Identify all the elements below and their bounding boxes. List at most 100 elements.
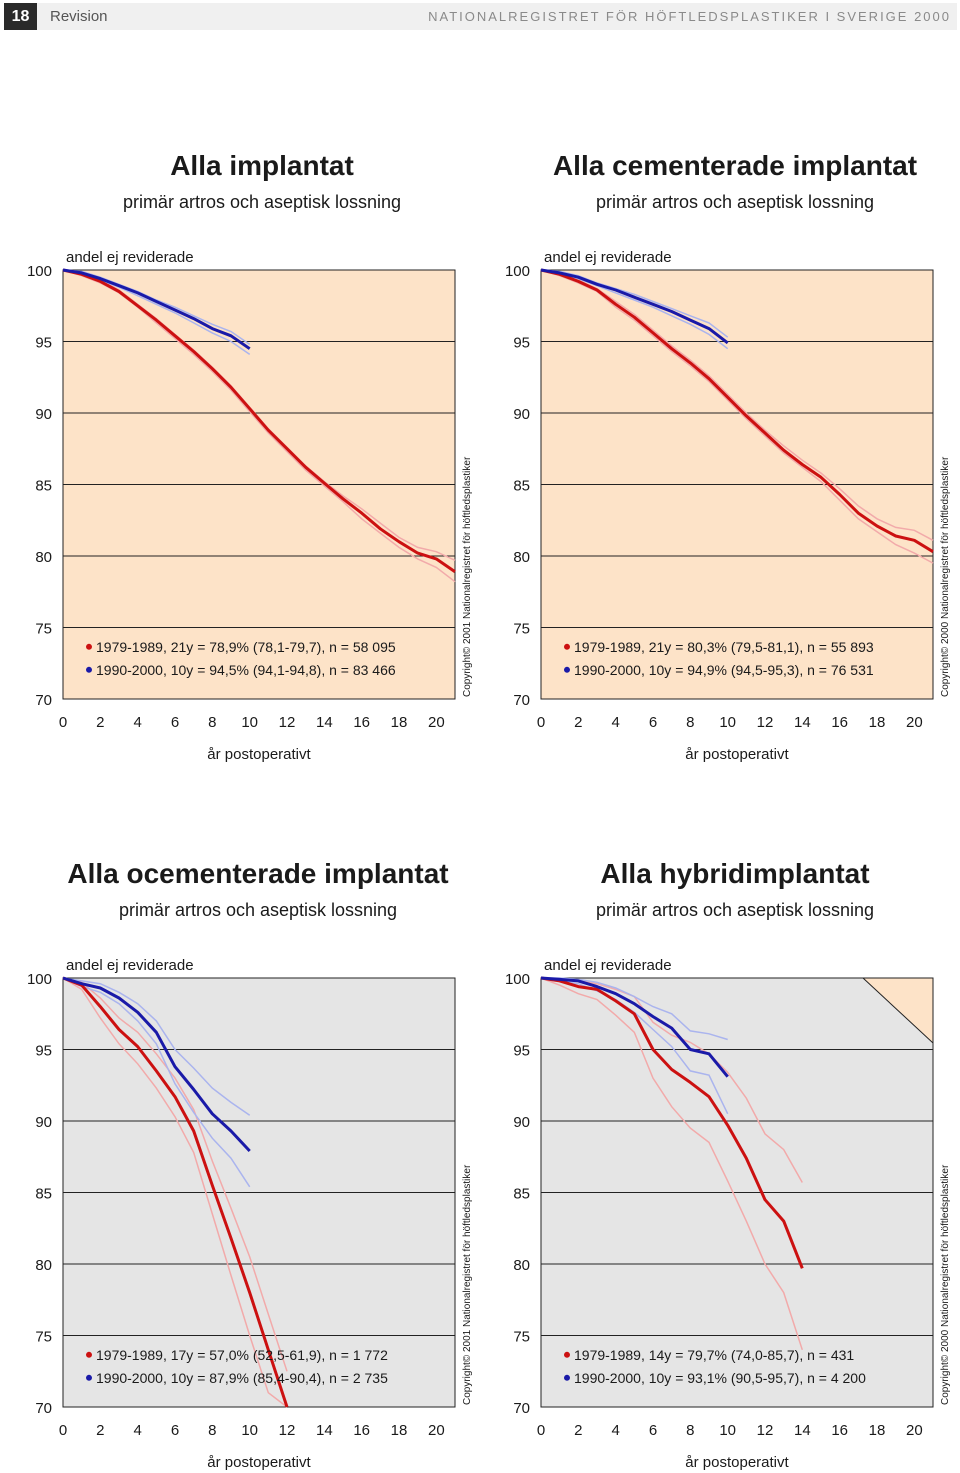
x-tick-label: 8: [208, 714, 216, 731]
x-axis-label: år postoperativt: [207, 746, 311, 763]
y-tick-label: 75: [513, 1329, 530, 1346]
x-tick-label: 18: [869, 714, 886, 731]
x-tick-label: 10: [719, 714, 736, 731]
y-tick-label: 100: [27, 971, 52, 988]
legend-marker: [86, 1351, 92, 1358]
y-tick-label: 70: [35, 1400, 52, 1417]
red-ci-upper-line: [62, 977, 288, 1372]
blue-series-line: [540, 976, 729, 1078]
legend-marker: [564, 1374, 570, 1381]
y-tick-label: 100: [505, 971, 530, 988]
red-series-line: [62, 268, 456, 573]
y-tick-label: 90: [513, 1114, 530, 1131]
legend-entry: 1990-2000, 10y = 94,5% (94,1-94,8), n = …: [96, 662, 396, 678]
chart-title: Alla cementerade implantat: [552, 150, 918, 181]
y-axis-label: andel ej reviderade: [544, 957, 672, 974]
y-tick-label: 70: [513, 692, 530, 709]
red-ci-lower-line: [540, 977, 804, 1351]
page-number: 18: [4, 3, 37, 30]
red-ci-lower-line: [540, 269, 934, 564]
y-tick-label: 85: [513, 1186, 530, 1203]
legend-entry: 1990-2000, 10y = 87,9% (85,4-90,4), n = …: [96, 1370, 388, 1386]
legend-entry: 1990-2000, 10y = 94,9% (94,5-95,3), n = …: [574, 662, 874, 678]
x-tick-label: 16: [353, 1422, 370, 1439]
y-tick-label: 80: [513, 1257, 530, 1274]
legend-marker: [564, 1351, 570, 1358]
y-tick-label: 75: [35, 1329, 52, 1346]
y-tick-label: 75: [513, 621, 530, 638]
y-tick-label: 95: [513, 1043, 530, 1060]
chart-subtitle: primär artros och aseptisk lossning: [122, 192, 402, 212]
chart-subtitle: primär artros och aseptisk lossning: [118, 900, 398, 920]
x-tick-label: 0: [537, 714, 545, 731]
y-tick-label: 70: [513, 1400, 530, 1417]
x-tick-label: 2: [96, 714, 104, 731]
red-series-line: [540, 268, 934, 553]
x-tick-label: 14: [794, 714, 811, 731]
x-tick-label: 18: [391, 714, 408, 731]
copyright-note: Copyright© 2000 Nationalregistret för hö…: [940, 1164, 951, 1405]
y-tick-label: 70: [35, 692, 52, 709]
x-tick-label: 8: [686, 714, 694, 731]
x-tick-label: 20: [428, 714, 445, 731]
x-tick-label: 4: [133, 714, 141, 731]
copyright-note: Copyright© 2001 Nationalregistret för hö…: [462, 456, 473, 697]
legend-entry: 1979-1989, 14y = 79,7% (74,0-85,7), n = …: [574, 1347, 854, 1363]
blue-ci-lower-line: [62, 977, 251, 1188]
x-tick-label: 10: [241, 714, 258, 731]
blue-series-line: [540, 268, 729, 345]
legend-marker: [86, 1374, 92, 1381]
x-tick-label: 6: [649, 1422, 657, 1439]
survival-chart-cemented: 70 75 80 85 90 95 100 0 2 4 6 8 10 12 14 16 18 20 andel ej…: [505, 249, 951, 763]
y-tick-label: 95: [35, 335, 52, 352]
x-tick-label: 2: [96, 1422, 104, 1439]
y-tick-label: 85: [513, 478, 530, 495]
chart-title: Alla implantat: [170, 150, 354, 181]
x-axis-label: år postoperativt: [207, 1454, 311, 1471]
x-tick-label: 0: [59, 714, 67, 731]
x-tick-label: 2: [574, 714, 582, 731]
y-tick-label: 90: [35, 1114, 52, 1131]
y-tick-label: 95: [513, 335, 530, 352]
blue-ci-upper-line: [62, 977, 251, 1116]
section-label: Revision: [50, 8, 108, 25]
blue-series-line: [62, 268, 251, 350]
x-tick-label: 4: [611, 1422, 619, 1439]
x-tick-label: 6: [171, 1422, 179, 1439]
chart-title: Alla ocementerade implantat: [67, 858, 449, 889]
x-tick-label: 12: [279, 714, 296, 731]
y-axis-label: andel ej reviderade: [66, 957, 194, 974]
y-tick-label: 85: [35, 478, 52, 495]
corner-highlight: [861, 977, 934, 1045]
x-tick-label: 14: [316, 714, 333, 731]
x-axis-label: år postoperativt: [685, 1454, 789, 1471]
x-tick-label: 10: [241, 1422, 258, 1439]
page-header: 18 Revision NATIONALREGISTRET FÖR HÖFTLE…: [4, 3, 957, 30]
y-tick-label: 80: [35, 549, 52, 566]
y-tick-label: 80: [35, 1257, 52, 1274]
x-tick-label: 12: [279, 1422, 296, 1439]
x-tick-label: 10: [719, 1422, 736, 1439]
x-tick-label: 16: [353, 714, 370, 731]
legend-entry: 1979-1989, 21y = 80,3% (79,5-81,1), n = …: [574, 639, 874, 655]
x-tick-label: 6: [649, 714, 657, 731]
blue-series-line: [62, 976, 251, 1153]
x-tick-label: 16: [831, 714, 848, 731]
registry-title: NATIONALREGISTRET FÖR HÖFTLEDSPLASTIKER …: [428, 9, 951, 24]
x-axis-label: år postoperativt: [685, 746, 789, 763]
y-axis-label: andel ej reviderade: [544, 249, 672, 266]
x-tick-label: 6: [171, 714, 179, 731]
y-tick-label: 95: [35, 1043, 52, 1060]
survival-chart-uncemented: 70 75 80 85 90 95 100 0 2 4 6 8 10 12 14 16 18 20 andel ej…: [27, 957, 473, 1471]
x-tick-label: 18: [391, 1422, 408, 1439]
copyright-note: Copyright© 2000 Nationalregistret för hö…: [940, 456, 951, 697]
y-tick-label: 100: [27, 263, 52, 280]
red-series-line: [62, 976, 289, 1408]
y-axis-label: andel ej reviderade: [66, 249, 194, 266]
red-series-line: [540, 976, 804, 1269]
x-tick-label: 12: [757, 1422, 774, 1439]
survival-chart-hybrid: 70 75 80 85 90 95 100 0 2 4 6 8 10 12 14 16 18 20 andel ej…: [505, 957, 951, 1471]
x-tick-label: 0: [537, 1422, 545, 1439]
x-tick-label: 20: [906, 714, 923, 731]
y-tick-label: 85: [35, 1186, 52, 1203]
